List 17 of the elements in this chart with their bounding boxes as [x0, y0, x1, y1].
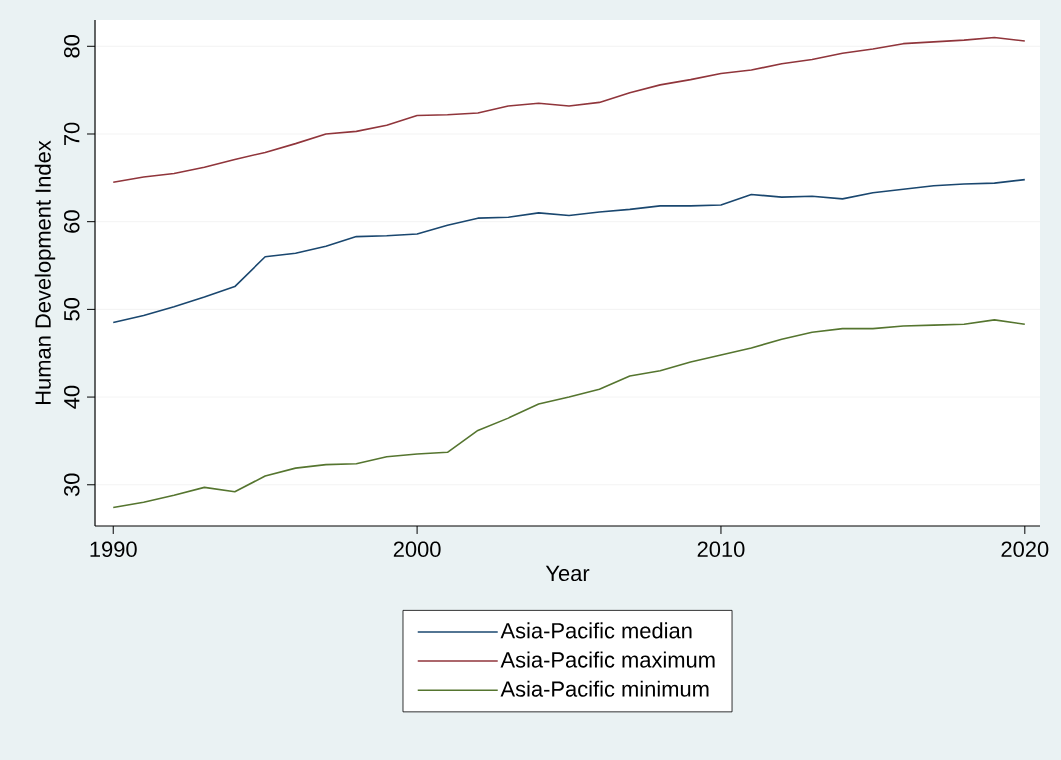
x-axis-title: Year	[545, 565, 590, 582]
x-tick-label: 2020	[1001, 541, 1049, 558]
x-tick-label: 2000	[393, 541, 441, 558]
y-tick-label: 30	[64, 473, 80, 497]
line-series	[112, 178, 1026, 324]
y-tick-label: 50	[64, 298, 80, 321]
y-tick-label: 60	[64, 210, 80, 233]
line-series	[112, 319, 1026, 509]
legend-label: Asia-Pacific minimum	[500, 680, 709, 697]
x-tick-label: 1990	[90, 541, 137, 558]
x-tick-label: 2010	[697, 541, 745, 558]
y-tick-label: 80	[64, 34, 80, 58]
y-axis-title: Human Development Index	[34, 140, 56, 404]
legend-label: Asia-Pacific maximum	[500, 651, 715, 668]
legend-label: Asia-Pacific median	[500, 622, 692, 639]
y-tick-label: 40	[64, 385, 80, 409]
y-tick-label: 70	[64, 122, 80, 146]
